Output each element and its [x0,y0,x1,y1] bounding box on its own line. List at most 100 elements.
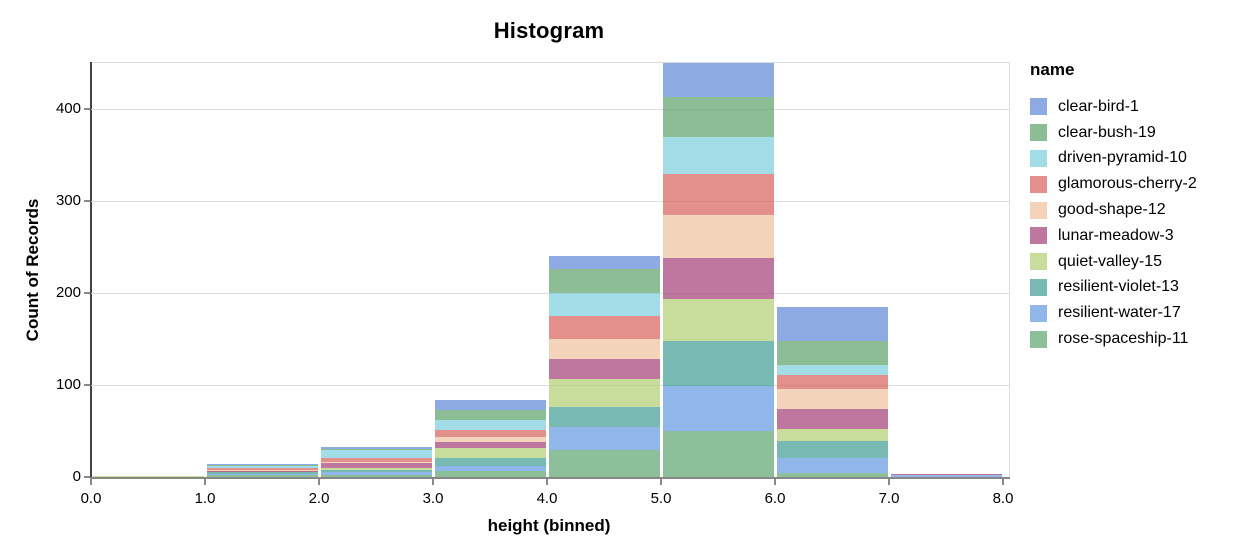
legend-swatch-icon [1030,304,1047,322]
bar-segment-resilient-water-17-bin1[interactable] [206,474,318,476]
bar-segment-resilient-water-17-bin3[interactable] [434,465,546,472]
bar-segment-clear-bush-19-bin2[interactable] [320,449,432,451]
bar-segment-lunar-meadow-3-bin5[interactable] [662,258,774,300]
bar-segment-driven-pyramid-10-bin5[interactable] [662,136,774,175]
bar-segment-quiet-valley-15-bin6[interactable] [776,429,888,442]
x-tick-label: 2.0 [308,490,330,507]
bar-segment-clear-bush-19-bin3[interactable] [434,409,546,420]
legend-label: rose-spaceship-11 [1058,330,1189,348]
legend-swatch-icon [1030,175,1047,193]
bar-segment-driven-pyramid-10-bin1[interactable] [206,465,318,468]
bar-segment-clear-bird-1-bin4[interactable] [548,256,660,270]
bar-segment-rose-spaceship-11-bin6[interactable] [776,473,888,477]
bar-segment-quiet-valley-15-bin3[interactable] [434,447,546,458]
bar-segment-resilient-violet-13-bin2[interactable] [320,469,432,473]
legend-swatch-icon [1030,227,1047,245]
legend-label: good-shape-12 [1058,201,1166,219]
x-axis-tick [318,479,320,485]
bar-segment-glamorous-cherry-2-bin3[interactable] [434,430,546,437]
legend-label: lunar-meadow-3 [1058,226,1174,244]
bar-segment-good-shape-12-bin4[interactable] [548,339,660,360]
bar-segment-good-shape-12-bin5[interactable] [662,214,774,259]
bar-segment-glamorous-cherry-2-bin1[interactable] [206,467,318,470]
legend-title: name [1030,60,1075,79]
bar-segment-lunar-meadow-3-bin4[interactable] [548,359,660,380]
bar-segment-quiet-valley-15-bin1[interactable] [206,471,318,473]
x-tick-label: 4.0 [536,490,558,507]
bar-segment-clear-bird-1-bin5[interactable] [662,63,774,98]
bar-segment-clear-bush-19-bin6[interactable] [776,340,888,365]
bar-segment-glamorous-cherry-2-bin6[interactable] [776,374,888,389]
bar-segment-clear-bush-19-bin5[interactable] [662,97,774,137]
bar-segment-rose-spaceship-11-bin5[interactable] [662,431,774,477]
bar-segment-glamorous-cherry-2-bin4[interactable] [548,316,660,339]
bar-segment-lunar-meadow-3-bin7[interactable] [890,474,1002,476]
bar-segment-driven-pyramid-10-bin2[interactable] [320,450,432,458]
legend-label: resilient-violet-13 [1058,278,1179,296]
bar-segment-quiet-valley-15-bin0[interactable] [92,476,204,477]
bar-segment-clear-bird-1-bin6[interactable] [776,306,888,341]
bar-segment-good-shape-12-bin6[interactable] [776,388,888,409]
bar-segment-rose-spaceship-11-bin4[interactable] [548,450,660,477]
y-axis-tick [84,476,90,478]
x-tick-label: 0.0 [80,490,102,507]
legend-item-resilient-water-17: resilient-water-17 [1030,300,1250,326]
bar-segment-resilient-violet-13-bin5[interactable] [662,340,774,386]
bar-segment-resilient-water-17-bin4[interactable] [548,427,660,451]
legend-swatch-icon [1030,330,1047,348]
chart-title: Histogram [493,18,605,43]
bar-segment-clear-bush-19-bin4[interactable] [548,269,660,293]
bar-segment-clear-bird-1-bin2[interactable] [320,446,432,450]
bar-segment-resilient-violet-13-bin1[interactable] [206,472,318,475]
bar-segment-clear-bird-1-bin3[interactable] [434,399,546,410]
legend-label: resilient-water-17 [1058,304,1181,322]
bar-segment-driven-pyramid-10-bin4[interactable] [548,293,660,316]
bar-segment-rose-spaceship-11-bin1[interactable] [206,475,318,477]
bar-segment-good-shape-12-bin3[interactable] [434,436,546,443]
bar-segment-quiet-valley-15-bin5[interactable] [662,299,774,341]
bar-segment-lunar-meadow-3-bin1[interactable] [206,470,318,472]
bar-segment-rose-spaceship-11-bin2[interactable] [320,475,432,477]
bar-segment-quiet-valley-15-bin2[interactable] [320,467,432,470]
bar-segment-resilient-water-17-bin7[interactable] [890,475,1002,477]
legend-item-clear-bird-1: clear-bird-1 [1030,94,1250,120]
y-axis-tick [84,108,90,110]
legend: name clear-bird-1 clear-bush-19 driven-pyr… [1030,60,1250,352]
legend-item-lunar-meadow-3: lunar-meadow-3 [1030,223,1250,249]
bar-segment-clear-bush-19-bin1[interactable] [206,465,318,466]
bar-segment-rose-spaceship-11-bin3[interactable] [434,471,546,477]
gridline-y-300 [91,201,1009,202]
bar-segment-quiet-valley-15-bin4[interactable] [548,379,660,408]
plot-area: 0 100 200 300 400 0.0 1.0 2.0 3.0 4.0 5.0 6.0 7.0 8.0 [56,62,1013,507]
x-axis-tick [546,479,548,485]
x-tick-label: 3.0 [422,490,444,507]
bar-segment-good-shape-12-bin2[interactable] [320,462,432,464]
bar-segment-resilient-water-17-bin2[interactable] [320,472,432,476]
y-tick-label: 300 [55,192,81,209]
legend-item-rose-spaceship-11: rose-spaceship-11 [1030,326,1250,352]
legend-swatch-icon [1030,253,1047,271]
bar-segment-resilient-water-17-bin5[interactable] [662,385,774,431]
bar-segment-clear-bird-1-bin1[interactable] [206,464,318,466]
x-axis-title: height (binned) [487,516,611,535]
bar-segment-glamorous-cherry-2-bin2[interactable] [320,457,432,463]
bar-segment-glamorous-cherry-2-bin5[interactable] [662,174,774,215]
bar-segment-lunar-meadow-3-bin2[interactable] [320,463,432,468]
bar-segment-resilient-water-17-bin6[interactable] [776,457,888,474]
legend-label: glamorous-cherry-2 [1058,175,1197,193]
bar-segment-good-shape-12-bin1[interactable] [206,469,318,471]
bar-segment-resilient-violet-13-bin4[interactable] [548,407,660,428]
bar-segment-resilient-violet-13-bin6[interactable] [776,441,888,458]
y-axis-line [90,62,92,479]
y-tick-label: 100 [55,376,81,393]
x-tick-label: 7.0 [878,490,900,507]
bar-segment-lunar-meadow-3-bin3[interactable] [434,442,546,448]
y-axis-tick [84,292,90,294]
y-tick-label: 0 [72,468,81,485]
bar-segment-driven-pyramid-10-bin3[interactable] [434,419,546,431]
bar-segment-driven-pyramid-10-bin6[interactable] [776,364,888,375]
bar-segment-lunar-meadow-3-bin6[interactable] [776,408,888,430]
legend-item-driven-pyramid-10: driven-pyramid-10 [1030,146,1250,172]
x-axis-tick [660,479,662,485]
bar-segment-resilient-violet-13-bin3[interactable] [434,457,546,466]
